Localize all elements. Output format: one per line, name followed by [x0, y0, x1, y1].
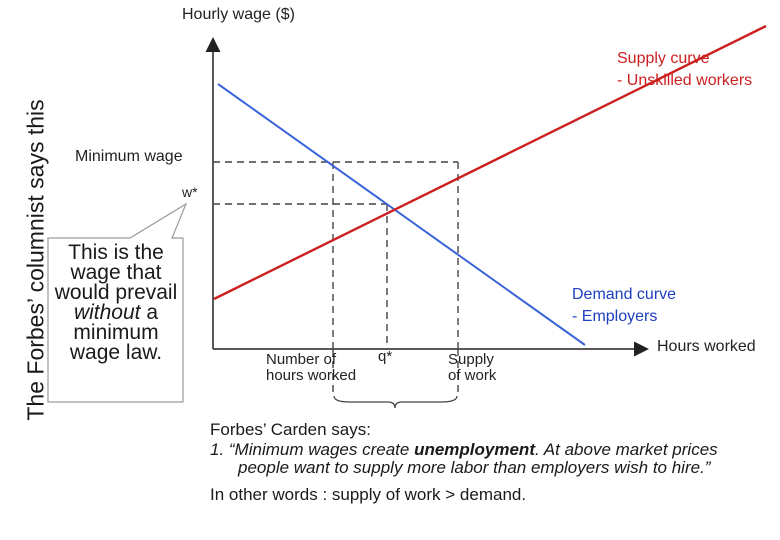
callout-text-part1: This is the wage that would prevail [54, 241, 178, 304]
supply-curve [213, 24, 767, 301]
note-quote-post: . At above market prices people want to … [238, 440, 718, 477]
demand-curve [217, 83, 586, 346]
note-heading: Forbes’ Carden says: [210, 420, 371, 439]
x-axis-label: Hours worked [657, 338, 756, 355]
note-quote-bold: unemployment [414, 440, 535, 459]
w-star-label: w* [182, 184, 198, 200]
note-conclusion: In other words : supply of work > demand… [210, 485, 527, 504]
q-star-label: q* [378, 348, 393, 365]
surplus-brace [333, 395, 458, 409]
callout-bubble [47, 202, 188, 403]
y-axis-label: Hourly wage ($) [182, 6, 295, 23]
supply-curve-label: Supply curve - Unskilled workers [617, 50, 753, 89]
note-quote-pre: 1. “Minimum wages create [210, 440, 415, 459]
demand-curve-label: Demand curve - Employers [572, 286, 677, 325]
supply-of-work-label: Supply of work [448, 351, 497, 384]
callout-text: This is the wage that would prevail with… [52, 241, 180, 364]
number-of-hours-label: Number of hours worked [266, 351, 357, 384]
forbes-note: Forbes’ Carden says: 1. “Minimum wages c… [210, 421, 770, 504]
note-quote: 1. “Minimum wages create unemployment. A… [210, 441, 770, 477]
callout-text-part2: a minimum wage law. [69, 301, 163, 364]
callout-text-italic: without [73, 301, 141, 324]
minimum-wage-label: Minimum wage [75, 148, 183, 165]
